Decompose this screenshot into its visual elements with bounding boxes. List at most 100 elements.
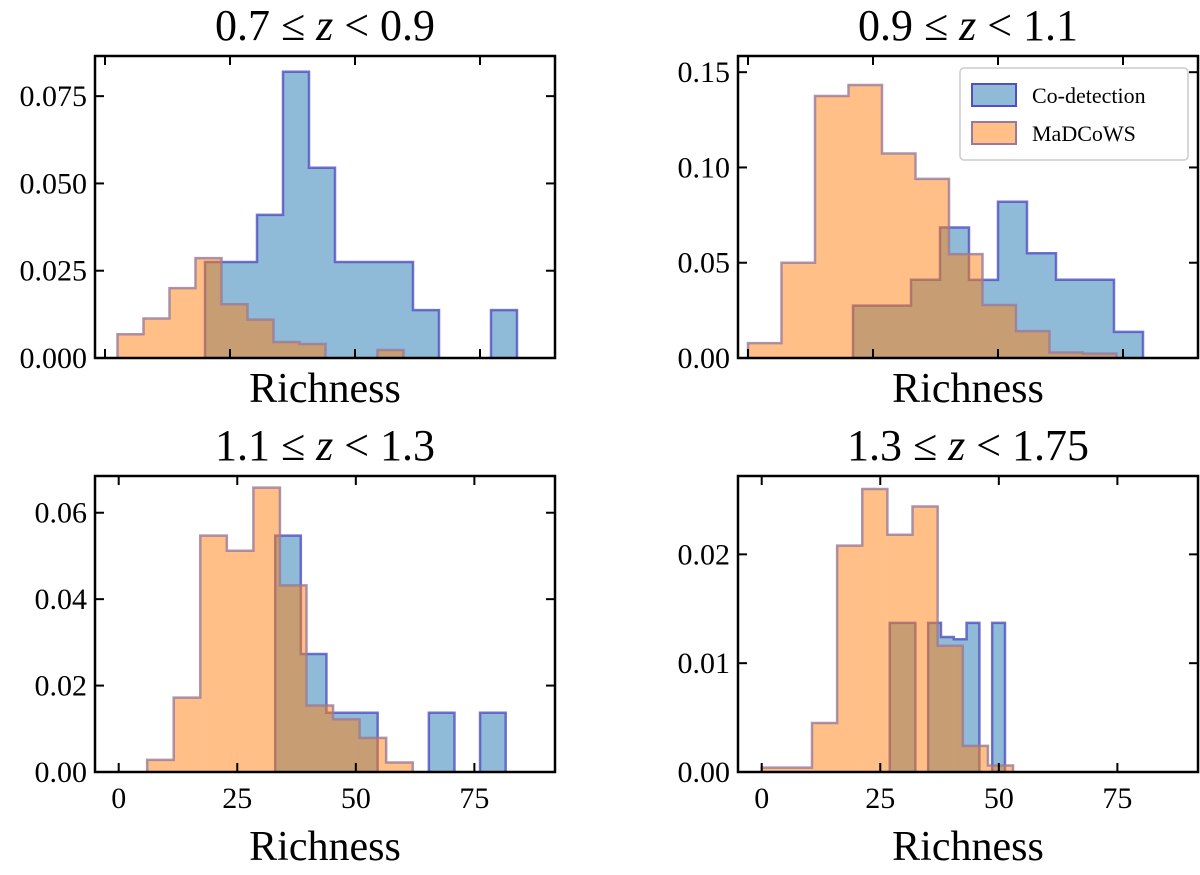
- histogram-bar: [982, 305, 1016, 358]
- x-tick-label: 75: [1102, 782, 1132, 815]
- histogram-bar: [1056, 279, 1085, 358]
- histogram-bar: [359, 737, 387, 772]
- y-tick-label: 0.15: [678, 56, 731, 89]
- x-tick-label: 50: [984, 782, 1014, 815]
- chart-title: 1.3 ≤ z < 1.75: [847, 421, 1089, 470]
- y-tick-label: 0.000: [20, 342, 88, 375]
- histogram-bar: [387, 261, 413, 358]
- histogram-bar: [200, 535, 227, 772]
- histogram-bar: [912, 506, 938, 772]
- x-tick-label: 50: [341, 782, 371, 815]
- histogram-outline: [145, 486, 414, 772]
- x-axis-label: Richness: [892, 366, 1044, 412]
- histogram-bar: [1016, 331, 1050, 358]
- legend-swatch: [971, 83, 1017, 107]
- histogram-bar: [491, 310, 517, 358]
- x-tick-label: 0: [754, 782, 769, 815]
- y-tick-label: 0.00: [678, 756, 731, 789]
- chart-title: 0.9 ≤ z < 1.1: [858, 1, 1078, 50]
- legend: Co-detection MaDCoWS: [959, 67, 1189, 161]
- x-tick-label: 75: [459, 782, 489, 815]
- y-tick-label: 0.00: [35, 756, 88, 789]
- y-tick-label: 0.02: [678, 538, 731, 571]
- histogram-bar: [837, 545, 863, 772]
- histogram-bar: [335, 261, 361, 358]
- chart-title: 0.7 ≤ z < 0.9: [215, 1, 435, 50]
- histogram-bar: [987, 765, 1014, 772]
- histogram-bar: [221, 304, 248, 358]
- histogram-bar: [862, 489, 888, 772]
- histogram-bar: [279, 585, 307, 772]
- histogram-bar: [962, 745, 988, 772]
- histogram-bar: [195, 258, 222, 358]
- histogram-bar: [143, 318, 170, 358]
- histogram-bar: [1083, 353, 1117, 358]
- histogram-bar: [882, 153, 916, 358]
- histogram-bar: [848, 84, 882, 358]
- chart-panel-3: 1.1 ≤ z < 1.3 0.00 0.02 0.04 0.06 0 25 50 75 Rich…: [35, 421, 557, 870]
- x-tick-label: 25: [865, 782, 895, 815]
- histogram-bar: [1085, 279, 1114, 358]
- histogram-bar: [761, 767, 787, 772]
- histogram-bar: [1114, 331, 1143, 358]
- chart-panel-4: 1.3 ≤ z < 1.75 0.00 0.01 0.02 0 25 50 75 Richnes…: [678, 421, 1200, 870]
- series-madcows: [746, 83, 1118, 358]
- series-madcows: [116, 256, 405, 358]
- legend-label: MaDCoWS: [1032, 121, 1136, 146]
- axes-frame: [93, 474, 557, 774]
- series-madcows: [145, 486, 414, 772]
- x-axis-label: Richness: [249, 366, 401, 412]
- histogram-bar: [937, 645, 963, 772]
- y-tick-label: 0.05: [678, 247, 731, 280]
- histogram-bar: [811, 723, 838, 772]
- histogram-bar: [480, 712, 506, 772]
- histogram-bar: [386, 762, 413, 772]
- histogram-bar: [253, 487, 280, 772]
- x-tick-label: 0: [111, 782, 126, 815]
- histogram-bar: [117, 334, 144, 358]
- histogram-bar: [226, 550, 254, 772]
- y-tick-label: 0.00: [678, 342, 731, 375]
- histogram-bar: [309, 167, 335, 358]
- legend-swatch: [971, 121, 1017, 145]
- histogram-bar: [283, 71, 309, 358]
- chart-title: 1.1 ≤ z < 1.3: [215, 421, 435, 470]
- y-tick-label: 0.02: [35, 670, 88, 703]
- histogram-bar: [306, 705, 334, 772]
- histogram-outline: [746, 83, 1118, 358]
- y-tick-label: 0.04: [35, 583, 88, 616]
- histogram-bar: [887, 534, 913, 772]
- chart-panel-2: 0.9 ≤ z < 1.1 0.00 0.05 0.10 0.15 Richness Co-…: [678, 1, 1200, 412]
- histogram-bar: [428, 712, 455, 772]
- histogram-bar: [169, 288, 196, 358]
- histogram-bar: [413, 310, 439, 358]
- histogram-bar: [273, 341, 300, 358]
- axes-frame: [93, 54, 557, 360]
- histogram-bar: [147, 759, 174, 772]
- axes-frame: [736, 474, 1200, 774]
- histogram-outline: [273, 534, 507, 772]
- x-axis-label: Richness: [249, 824, 401, 870]
- histogram-bar: [992, 622, 1005, 772]
- x-axis-label: Richness: [892, 824, 1044, 870]
- legend-label: Co-detection: [1032, 83, 1146, 108]
- y-tick-label: 0.075: [20, 80, 88, 113]
- histogram-bar: [966, 622, 980, 772]
- histogram-outline: [760, 487, 1015, 772]
- y-tick-label: 0.10: [678, 151, 731, 184]
- histogram-bar: [247, 319, 274, 358]
- histogram-outline: [203, 70, 519, 358]
- chart-panel-1: 0.7 ≤ z < 0.9 0.000 0.025 0.050 0.075 Richnes…: [20, 1, 557, 412]
- histogram-bar: [781, 262, 815, 358]
- y-tick-label: 0.025: [20, 255, 88, 288]
- y-tick-label: 0.01: [678, 647, 731, 680]
- axes-frame: [736, 54, 1200, 360]
- histogram-outline: [116, 256, 405, 358]
- histogram-bar: [786, 767, 812, 772]
- series-madcows: [760, 487, 1015, 772]
- histogram-bar: [915, 178, 949, 358]
- histogram-bar: [377, 349, 404, 358]
- histogram-bar: [1049, 352, 1083, 358]
